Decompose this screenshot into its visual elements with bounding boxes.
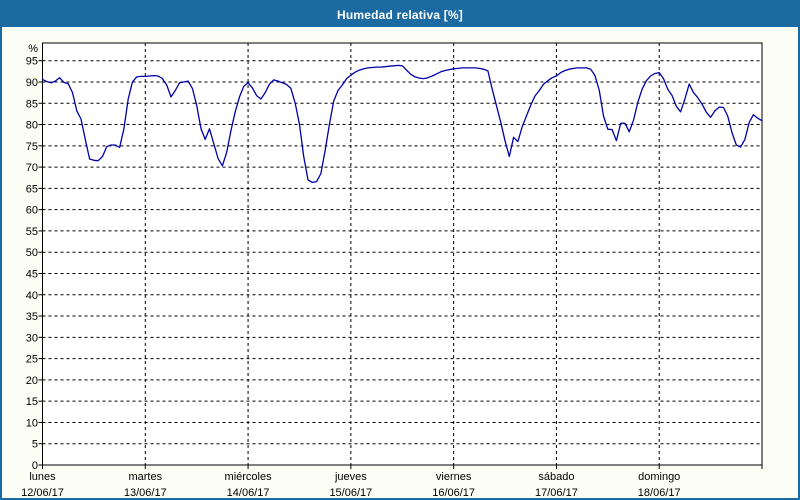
y-tick-label: 5 [32, 439, 38, 451]
day-label: sábado [538, 471, 574, 483]
y-tick-label: 15 [26, 396, 38, 408]
plot-area [42, 42, 763, 466]
y-tick-label: 55 [26, 226, 38, 238]
y-tick-label: 45 [26, 268, 38, 280]
date-label: 12/06/17 [21, 487, 64, 499]
y-tick-label: 80 [26, 120, 38, 132]
y-axis-unit-label: % [28, 43, 38, 55]
day-label: jueves [334, 471, 367, 483]
y-tick-label: 30 [26, 332, 38, 344]
y-tick-label: 20 [26, 375, 38, 387]
title-bar: Humedad relativa [%] [2, 2, 798, 27]
day-label: lunes [29, 471, 56, 483]
y-tick-label: 90 [26, 77, 38, 89]
day-label: viernes [436, 471, 472, 483]
y-tick-label: 10 [26, 417, 38, 429]
humidity-chart: 0 5 10 15 20 25 30 35 40 45 50 55 60 65 70 75 80 85 90 95% l… [21, 42, 763, 499]
y-tick-label: 65 [26, 183, 38, 195]
date-label: 16/06/17 [432, 487, 475, 499]
date-label: 17/06/17 [535, 487, 578, 499]
y-tick-label: 0 [32, 460, 38, 472]
day-label: domingo [638, 471, 680, 483]
y-tick-label: 70 [26, 162, 38, 174]
y-tick-label: 60 [26, 205, 38, 217]
day-label: martes [128, 471, 162, 483]
date-label: 18/06/17 [638, 487, 681, 499]
y-tick-label: 40 [26, 290, 38, 302]
y-tick-label: 85 [26, 98, 38, 110]
window-title: Humedad relativa [%] [336, 7, 464, 22]
date-label: 14/06/17 [227, 487, 270, 499]
humidity-line [41, 64, 763, 184]
day-label: miércoles [225, 471, 273, 483]
y-tick-label: 25 [26, 354, 38, 366]
y-tick-label: 50 [26, 247, 38, 259]
y-tick-label: 35 [26, 311, 38, 323]
date-label: 15/06/17 [329, 487, 372, 499]
y-tick-label: 95 [26, 56, 38, 68]
date-label: 13/06/17 [124, 487, 167, 499]
y-tick-label: 75 [26, 141, 38, 153]
